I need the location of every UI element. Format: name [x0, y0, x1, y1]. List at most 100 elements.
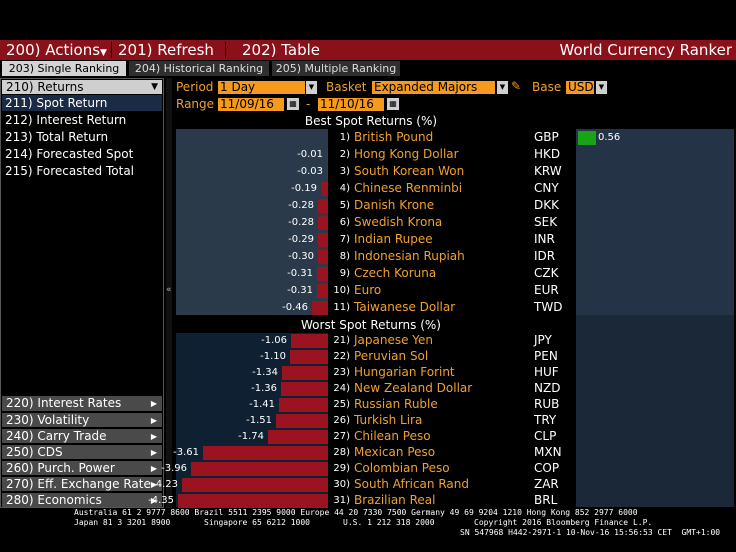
best-bar — [327, 147, 328, 162]
worst-bar — [203, 446, 328, 460]
best-value-label: -0.19 — [291, 182, 317, 194]
base-label: Base — [532, 80, 562, 94]
best-row[interactable] — [176, 231, 734, 248]
currency-name: Hungarian Forint — [354, 365, 455, 379]
best-bar — [317, 266, 328, 281]
positive-panel — [576, 129, 734, 507]
best-rank: 9) — [339, 267, 350, 279]
best-rank: 6) — [339, 216, 350, 228]
sidebar-item-forecasted-total[interactable]: 215) Forecasted Total — [5, 164, 135, 178]
tab-single-ranking[interactable]: 203) Single Ranking — [2, 61, 126, 76]
chevron-down-icon[interactable]: ▼ — [497, 81, 508, 94]
currency-code: EUR — [534, 282, 559, 297]
worst-value-label: -3.61 — [173, 447, 199, 458]
sidebar-item-total-return[interactable]: 213) Total Return — [5, 130, 109, 144]
currency-name: Russian Ruble — [354, 397, 438, 411]
sidebar-category-eff-exchange-rate[interactable]: 270) Eff. Exchange Rate ▶ — [2, 476, 162, 491]
best-value-label: 0.56 — [598, 131, 621, 143]
best-value-label: -0.03 — [297, 165, 323, 177]
best-value-label: -0.28 — [288, 199, 314, 211]
chevron-right-icon: ▶ — [150, 480, 157, 489]
range-label: Range — [176, 97, 215, 111]
currency-code: INR — [534, 231, 555, 246]
worst-bar — [178, 494, 328, 508]
sidebar-item-spot-return[interactable]: 211) Spot Return — [2, 95, 162, 111]
collapse-arrow-icon[interactable]: « — [166, 285, 172, 295]
sidebar-header-returns[interactable]: 210) Returns ▼ — [2, 80, 162, 94]
currency-code: HKD — [534, 146, 561, 161]
worst-rank: 30) — [333, 479, 350, 490]
sidebar-item-interest-return[interactable]: 212) Interest Return — [5, 113, 127, 127]
sidebar-category-cds[interactable]: 250) CDS ▶ — [2, 444, 162, 459]
best-bar — [312, 300, 328, 315]
worst-value-label: -1.51 — [246, 415, 272, 426]
worst-bar — [281, 382, 328, 396]
sidebar-category-label: 270) Eff. Exchange Rate — [6, 477, 151, 491]
worst-rank: 23) — [333, 367, 350, 378]
footer-contacts-us: U.S. 1 212 318 2000 — [343, 518, 435, 527]
worst-rank: 27) — [333, 431, 350, 442]
best-rank: 3) — [339, 165, 350, 177]
best-row[interactable] — [176, 282, 734, 299]
best-negative-panel — [176, 129, 328, 315]
currency-name: South Korean Won — [354, 163, 465, 178]
chevron-right-icon: ▶ — [150, 399, 157, 408]
sidebar-category-interest-rates[interactable]: 220) Interest Rates ▶ — [2, 396, 162, 411]
sidebar-category-economics[interactable]: 280) Economics ▶ — [2, 492, 162, 507]
currency-code: JPY — [534, 333, 552, 347]
table-button[interactable]: 202) Table — [242, 41, 321, 59]
footer-contacts-line1: Australia 61 2 9777 8600 Brazil 5511 239… — [74, 508, 638, 517]
best-bar — [318, 232, 328, 247]
currency-code: BRL — [534, 493, 558, 507]
best-row[interactable] — [176, 197, 734, 214]
worst-rank: 22) — [333, 351, 350, 362]
range-end-input[interactable]: 11/10/16 — [318, 98, 384, 111]
currency-code: NZD — [534, 381, 561, 395]
currency-name: Colombian Peso — [354, 461, 450, 475]
chevron-down-icon[interactable]: ▼ — [596, 81, 607, 94]
panel-splitter[interactable]: « — [166, 78, 172, 508]
worst-rank: 26) — [333, 415, 350, 426]
tab-historical-ranking[interactable]: 204) Historical Ranking — [129, 61, 269, 76]
worst-rank: 25) — [333, 399, 350, 410]
currency-name: Brazilian Real — [354, 493, 436, 507]
worst-bar — [290, 350, 328, 364]
best-value-label: -0.30 — [288, 250, 314, 262]
refresh-button[interactable]: 201) Refresh — [118, 41, 214, 59]
currency-name: Chilean Peso — [354, 429, 431, 443]
tab-multiple-ranking[interactable]: 205) Multiple Ranking — [272, 61, 400, 76]
period-select[interactable]: 1 Day — [218, 81, 305, 94]
best-rank: 8) — [339, 250, 350, 262]
best-value-label: -0.46 — [282, 301, 308, 313]
currency-code: TRY — [534, 413, 557, 427]
best-bar — [321, 181, 328, 196]
sidebar-item-forecasted-spot[interactable]: 214) Forecasted Spot — [5, 147, 134, 161]
chevron-right-icon: ▶ — [150, 496, 157, 505]
pencil-icon[interactable]: ✎ — [511, 79, 522, 93]
worst-value-label: -3.96 — [161, 463, 187, 474]
calendar-icon[interactable]: ▦ — [287, 98, 299, 110]
base-select[interactable]: USD — [566, 80, 594, 94]
currency-name: Danish Krone — [354, 197, 435, 212]
worst-bar — [276, 414, 328, 428]
best-bar — [317, 283, 328, 298]
worst-rank: 28) — [333, 447, 350, 458]
range-start-input[interactable]: 11/09/16 — [218, 98, 284, 111]
currency-code: COP — [534, 461, 560, 475]
actions-menu-button[interactable]: 200) Actions▼ — [0, 40, 112, 60]
sidebar-category-carry-trade[interactable]: 240) Carry Trade ▶ — [2, 428, 162, 443]
calendar-icon[interactable]: ▦ — [387, 98, 399, 110]
best-value-label: -0.29 — [288, 233, 314, 245]
best-row[interactable] — [176, 214, 734, 231]
tab-bar: 203) Single Ranking 204) Historical Rank… — [0, 60, 736, 77]
best-bar — [327, 164, 328, 179]
basket-select[interactable]: Expanded Majors — [372, 81, 495, 94]
currency-code: RUB — [534, 397, 560, 411]
chevron-down-icon[interactable]: ▼ — [306, 81, 317, 94]
best-row[interactable] — [176, 265, 734, 282]
worst-rank: 31) — [333, 495, 350, 506]
best-row[interactable] — [176, 129, 734, 146]
sidebar-category-purch-power[interactable]: 260) Purch. Power ▶ — [2, 460, 162, 475]
sidebar-category-volatility[interactable]: 230) Volatility ▶ — [2, 412, 162, 427]
best-rank: 11) — [333, 301, 350, 313]
